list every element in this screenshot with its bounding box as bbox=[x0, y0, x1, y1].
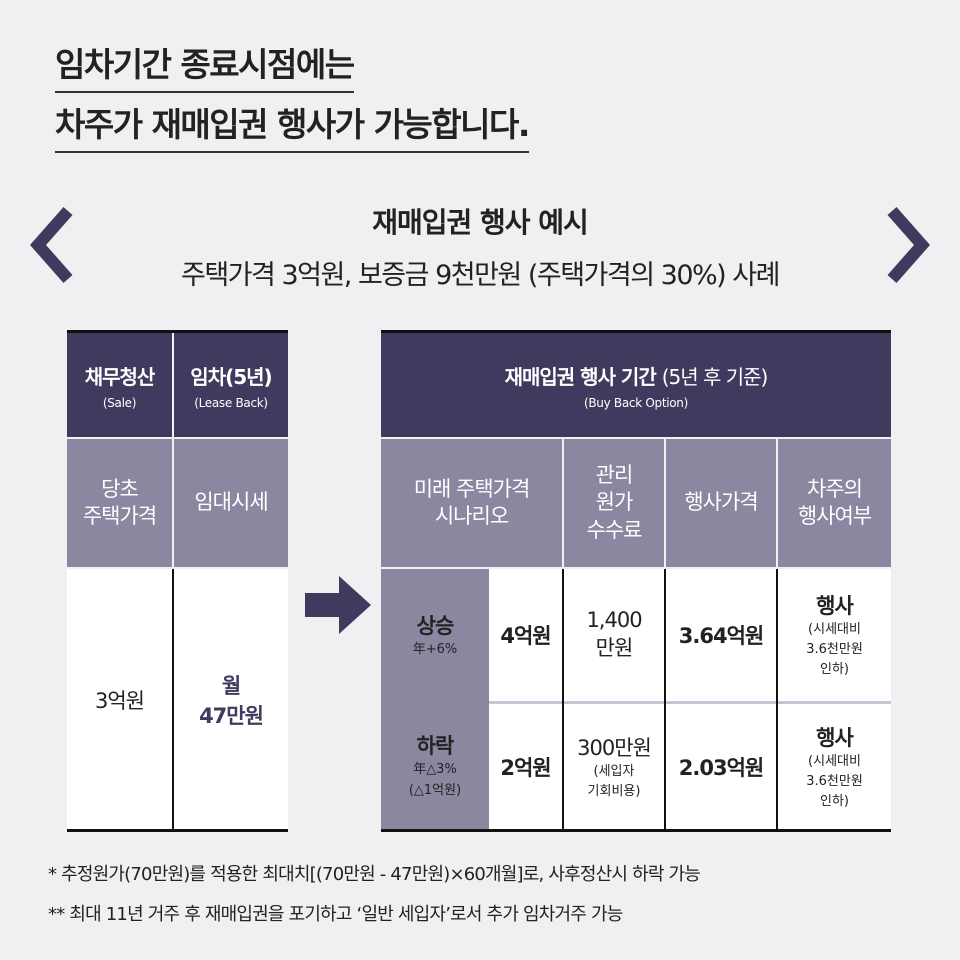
divider bbox=[664, 569, 666, 830]
col-scenario: 미래 주택가격 시나리오 bbox=[381, 439, 562, 567]
decision-down: 행사 (시세대비 3.6천만원 인하) bbox=[778, 704, 891, 830]
chevron-right-icon[interactable] bbox=[884, 205, 931, 289]
divider bbox=[776, 569, 778, 830]
fee-up: 1,400 만원 bbox=[564, 569, 664, 701]
table-bottom-rule bbox=[67, 829, 288, 832]
chevron-left-icon[interactable] bbox=[29, 205, 76, 289]
right-table-bottom-rule bbox=[381, 829, 891, 832]
right-table-top-rule bbox=[381, 330, 891, 333]
exercise-price-down: 2.03억원 bbox=[666, 704, 776, 830]
headline-line-2: 차주가 재매입권 행사가 가능합니다. bbox=[55, 108, 530, 153]
scenario-down: 하락 年△3% (△1억원) bbox=[381, 701, 489, 830]
table-top-rule bbox=[67, 330, 288, 333]
col-decision: 차주의 행사여부 bbox=[778, 439, 891, 567]
col-rent-market: 임대시세 bbox=[174, 439, 288, 567]
example-title: 재매입권 행사 예시 bbox=[372, 206, 589, 239]
future-price-up: 4억원 bbox=[489, 569, 562, 701]
col-initial-price: 당초 주택가격 bbox=[67, 439, 172, 567]
header-lease: 임차(5년) (Lease Back) bbox=[174, 333, 288, 437]
fee-down: 300만원 (세입자 기회비용) bbox=[564, 704, 664, 830]
future-price-down: 2억원 bbox=[489, 704, 562, 830]
footnote-1: * 추정원가(70만원)를 적용한 최대치[(70만원 - 47만원)×60개월… bbox=[48, 864, 701, 885]
exercise-price-up: 3.64억원 bbox=[666, 569, 776, 701]
header-buyback-period: 재매입권 행사 기간 (5년 후 기준) (Buy Back Option) bbox=[381, 333, 891, 437]
col-exercise-price: 행사가격 bbox=[666, 439, 776, 567]
initial-price-value: 3억원 bbox=[67, 569, 172, 830]
scenario-up: 상승 年+6% bbox=[381, 569, 489, 701]
divider bbox=[562, 569, 564, 830]
rent-value: 월 47만원 bbox=[174, 569, 288, 830]
headline-line-1: 임차기간 종료시점에는 bbox=[55, 48, 355, 93]
decision-up: 행사 (시세대비 3.6천만원 인하) bbox=[778, 569, 891, 701]
row-separator bbox=[489, 701, 891, 704]
arrow-right-icon bbox=[305, 576, 371, 638]
footnote-2: ** 최대 11년 거주 후 재매입권을 포기하고 ‘일반 세입자’로서 추가 … bbox=[48, 904, 623, 925]
example-description: 주택가격 3억원, 보증금 9천만원 (주택가격의 30%) 사례 bbox=[181, 260, 780, 291]
col-fee: 관리 원가 수수료 bbox=[564, 439, 664, 567]
left-divider bbox=[172, 569, 174, 830]
header-debt-settlement: 채무청산 (Sale) bbox=[67, 333, 172, 437]
